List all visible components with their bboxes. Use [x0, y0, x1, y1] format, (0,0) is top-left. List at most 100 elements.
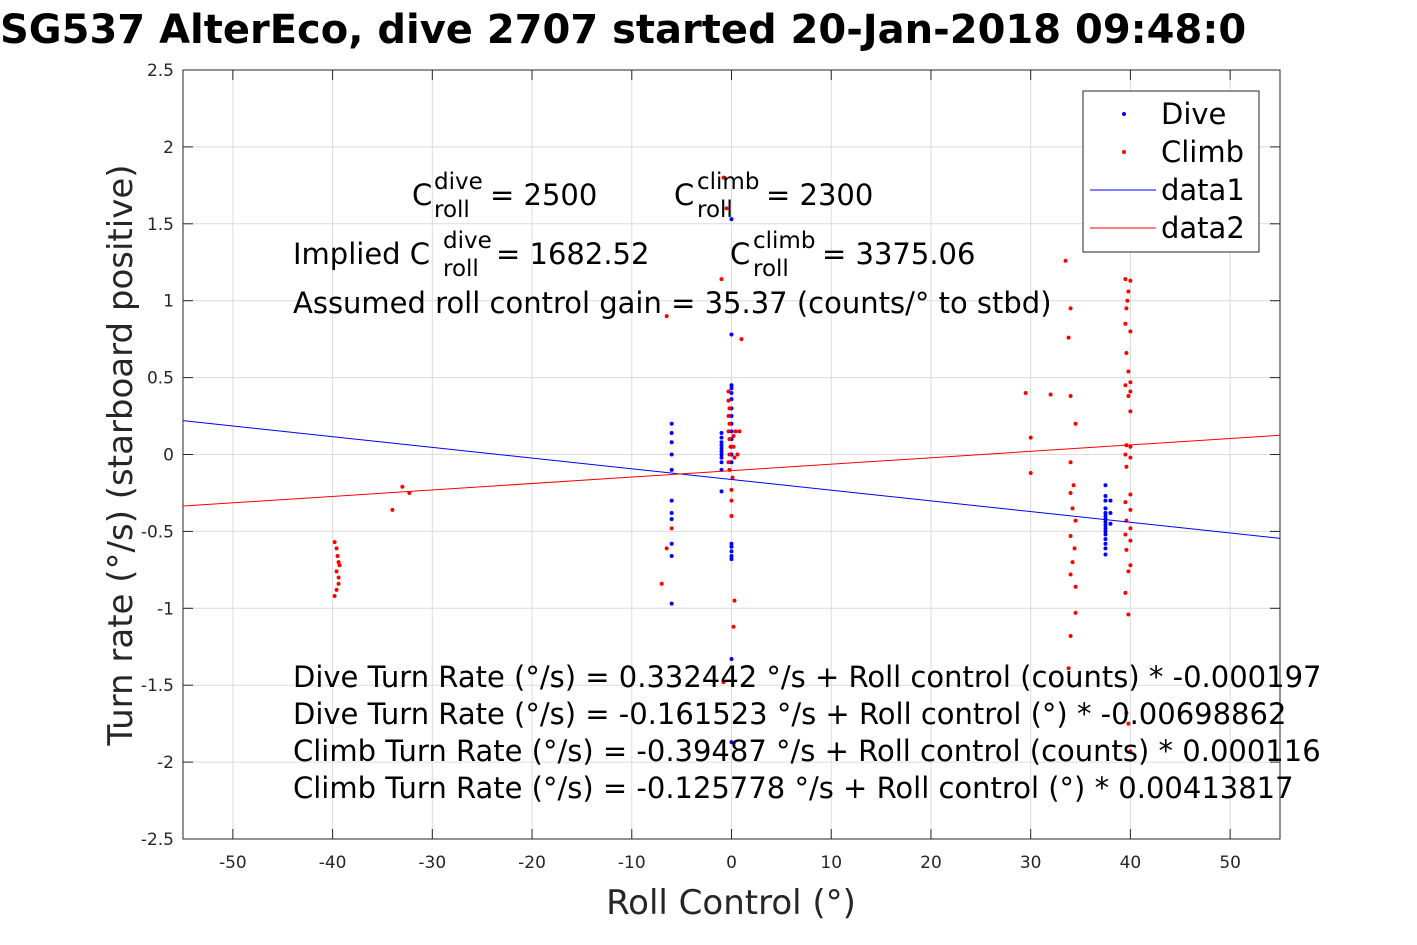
- point-dive: [669, 440, 674, 445]
- x-tick-label: -20: [518, 853, 546, 873]
- point-dive: [729, 554, 734, 559]
- point-climb: [731, 444, 736, 449]
- c-dive-sub: roll: [434, 197, 470, 223]
- annotations: C dive roll = 2500 C climb roll = 2300 I…: [293, 169, 1321, 805]
- point-climb: [731, 434, 736, 439]
- series-layer: [182, 175, 1281, 754]
- point-dive: [1103, 537, 1108, 542]
- point-dive: [729, 740, 734, 745]
- point-climb: [336, 581, 341, 586]
- legend-label-data1: data1: [1161, 173, 1245, 207]
- point-climb: [1128, 329, 1133, 334]
- point-climb: [1068, 633, 1073, 638]
- series-Climb: [332, 175, 1133, 754]
- point-dive: [669, 554, 674, 559]
- point-dive: [729, 397, 734, 402]
- point-climb: [664, 546, 669, 551]
- equation-4: Climb Turn Rate (°/s) = -0.125778 °/s + …: [293, 771, 1294, 805]
- point-dive: [719, 430, 724, 435]
- point-dive: [1103, 541, 1108, 546]
- fit-line-data2: [182, 434, 1281, 507]
- implied-climb-value: = 3375.06: [822, 237, 975, 271]
- point-dive: [1108, 498, 1113, 503]
- point-dive: [729, 383, 734, 388]
- point-climb: [1126, 569, 1131, 574]
- point-climb: [1068, 572, 1073, 577]
- point-climb: [1126, 394, 1131, 399]
- point-climb: [1123, 321, 1128, 326]
- point-climb: [1126, 612, 1131, 617]
- point-climb: [336, 575, 341, 580]
- implied-climb-annotation: C: [730, 237, 750, 271]
- point-climb: [719, 277, 724, 282]
- x-tick-label: 10: [820, 853, 842, 873]
- implied-climb-sub: roll: [753, 256, 789, 282]
- point-dive: [719, 440, 724, 445]
- point-climb: [726, 398, 731, 403]
- point-climb: [664, 314, 669, 319]
- point-climb: [390, 507, 395, 512]
- point-climb: [1128, 563, 1133, 568]
- point-climb: [729, 487, 734, 492]
- point-dive: [1103, 546, 1108, 551]
- point-dive: [669, 541, 674, 546]
- c-dive-annotation: C: [412, 178, 432, 212]
- point-dive: [1103, 526, 1108, 531]
- point-climb: [1128, 389, 1133, 394]
- y-tick-label: -2: [157, 753, 174, 773]
- point-climb: [737, 429, 742, 434]
- point-dive: [729, 429, 734, 434]
- c-climb-sup: climb: [697, 169, 759, 195]
- point-climb: [1128, 455, 1133, 460]
- x-tick-label: -40: [319, 853, 347, 873]
- point-dive: [669, 452, 674, 457]
- point-climb: [332, 593, 337, 598]
- point-dive: [729, 332, 734, 337]
- point-dive: [729, 414, 734, 419]
- point-climb: [1126, 369, 1131, 374]
- point-climb: [1128, 526, 1133, 531]
- point-dive: [719, 452, 724, 457]
- point-climb: [1123, 383, 1128, 388]
- y-tick-label: 0.5: [147, 369, 174, 389]
- legend-label-climb: Climb: [1161, 135, 1244, 169]
- point-climb: [1023, 390, 1028, 395]
- point-dive: [1103, 498, 1108, 503]
- point-climb: [1028, 470, 1033, 475]
- point-climb: [1128, 507, 1133, 512]
- point-climb: [1070, 560, 1075, 565]
- point-dive: [669, 601, 674, 606]
- point-dive: [1103, 523, 1108, 528]
- point-climb: [727, 452, 732, 457]
- y-tick-label: 1: [163, 292, 174, 312]
- point-climb: [1128, 749, 1133, 754]
- point-climb: [1073, 610, 1078, 615]
- x-tick-label: 40: [1120, 853, 1142, 873]
- point-climb: [1066, 666, 1071, 671]
- point-climb: [1126, 289, 1131, 294]
- point-climb: [1128, 380, 1133, 385]
- y-tick-label: 2: [163, 138, 174, 158]
- point-climb: [732, 598, 737, 603]
- x-axis: -50 -40 -30 -20 -10 0 10 20 30 40 50: [219, 70, 1241, 873]
- point-climb: [1128, 538, 1133, 543]
- legend: Dive Climb data1 data2: [1082, 90, 1260, 253]
- point-dive: [1103, 552, 1108, 557]
- point-dive: [1103, 510, 1108, 515]
- implied-dive-value: = 1682.52: [496, 237, 649, 271]
- point-dive: [719, 449, 724, 454]
- y-axis-label: Turn rate (°/s) (starboard positive): [101, 164, 141, 746]
- point-climb: [1068, 306, 1073, 311]
- legend-marker-dive: [1122, 112, 1126, 116]
- c-dive-sup: dive: [434, 169, 483, 195]
- point-climb: [729, 498, 734, 503]
- point-climb: [726, 389, 731, 394]
- point-climb: [726, 429, 731, 434]
- point-climb: [336, 560, 341, 565]
- point-climb: [1070, 506, 1075, 511]
- implied-dive-sub: roll: [443, 256, 479, 282]
- y-tick-label: -1: [157, 599, 174, 619]
- point-climb: [1124, 547, 1129, 552]
- point-climb: [1124, 350, 1129, 355]
